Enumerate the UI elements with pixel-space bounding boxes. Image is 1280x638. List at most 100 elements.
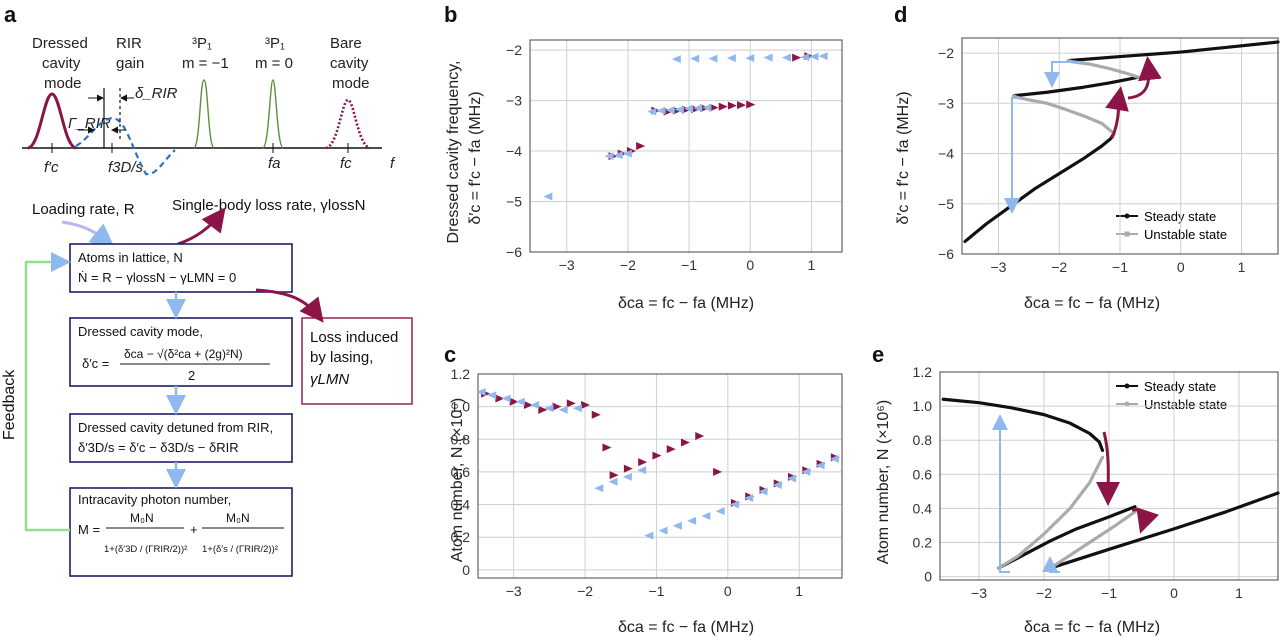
c-point — [558, 405, 568, 414]
c-point — [515, 397, 525, 406]
loss-arrow — [255, 288, 324, 323]
gamma-rir-label: Γ_RIR — [68, 115, 111, 132]
flow-chart: Loading rate, R Single-body loss rate, γ… — [1, 197, 413, 577]
e-jump-small-arrow — [1042, 556, 1060, 573]
dressed-mode-title: Dressed cavity mode, — [78, 324, 203, 339]
b-point — [543, 192, 553, 201]
b-ytick-label: −5 — [506, 194, 522, 210]
dressed-cavity-peak — [27, 92, 77, 150]
c-point — [501, 394, 511, 403]
e-xtick-label: −3 — [971, 585, 987, 601]
loading-rate-label: Loading rate, R — [32, 201, 135, 218]
p1m1-label-1: ³P₁ — [192, 35, 212, 52]
panel-c: c Atom number, N (×10⁶) δca = fc − fa (M… — [444, 342, 843, 636]
b-point — [718, 102, 728, 111]
d-jump-down-arrow — [1004, 97, 1022, 214]
b-point — [737, 101, 747, 110]
bare-label-3: mode — [332, 75, 370, 92]
p10-peak — [262, 79, 284, 149]
rir-label-2: gain — [116, 55, 144, 72]
b-point — [708, 54, 718, 63]
loss-line-1: Loss induced — [310, 329, 398, 346]
b-ylabel-1: Dressed cavity frequency, — [445, 61, 462, 244]
d-ytick-label: −5 — [938, 196, 954, 212]
c-point — [701, 511, 711, 520]
b-ylabel-2: δ′c = f′c − fa (MHz) — [467, 91, 484, 224]
photon-num-1: M₀N — [130, 511, 154, 525]
b-point — [647, 107, 657, 116]
e-legend: Steady state Unstable state — [1116, 379, 1227, 412]
c-ytick-label: 1.2 — [451, 366, 471, 382]
e-ytick-label: 0.4 — [913, 500, 933, 516]
d-plot-frame — [961, 37, 1279, 255]
b-xtick-label: 0 — [746, 257, 754, 273]
feedback-label: Feedback — [1, 369, 18, 440]
d-legend-steady: Steady state — [1144, 209, 1216, 224]
c-ytick-label: 0.8 — [451, 431, 471, 447]
b-point — [622, 149, 632, 158]
single-loss-arrow — [177, 207, 226, 246]
b-point — [800, 53, 810, 62]
d-xlabel: δca = fc − fa (MHz) — [1024, 295, 1160, 312]
dressed-label-3: mode — [44, 75, 82, 92]
loss-line-3: γLMN — [310, 371, 349, 388]
b-point — [727, 101, 737, 110]
e-xtick-label: 0 — [1170, 585, 1178, 601]
e-ytick-label: 0 — [924, 569, 932, 585]
b-ytick-label: −2 — [506, 42, 522, 58]
c-point — [566, 399, 576, 408]
e-xlabel: δca = fc − fa (MHz) — [1024, 619, 1160, 636]
dressed-label-1: Dressed — [32, 35, 88, 52]
dressed-label-2: cavity — [42, 55, 81, 72]
p10-label-2: m = 0 — [255, 55, 293, 72]
c-point — [638, 458, 648, 467]
d-legend: Steady state Unstable state — [1116, 209, 1227, 242]
c-xtick-label: −2 — [577, 583, 593, 599]
rir-label-1: RIR — [116, 35, 142, 52]
c-point — [530, 401, 540, 410]
b-xtick-label: −1 — [681, 257, 697, 273]
c-point — [523, 401, 533, 410]
photon-title: Intracavity photon number, — [78, 492, 231, 507]
panel-label-e: e — [872, 342, 884, 367]
c-point — [658, 526, 668, 535]
b-xtick-label: −3 — [559, 257, 575, 273]
delta-rir-label: δ_RIR — [135, 85, 178, 102]
c-point — [787, 474, 797, 483]
b-point — [763, 53, 773, 62]
photon-den-1: 1+(δ′3D / (ΓRIR/2))² — [104, 544, 187, 555]
c-xtick-label: 1 — [795, 583, 803, 599]
b-point — [613, 151, 623, 160]
b-ytick-label: −6 — [506, 244, 522, 260]
d-series-line — [1012, 75, 1140, 98]
c-point — [509, 397, 519, 406]
photon-num-2: M₀N — [226, 511, 250, 525]
panel-label-d: d — [894, 2, 907, 27]
e-series-line — [941, 397, 1105, 453]
c-point — [744, 494, 754, 503]
d-series-line — [963, 131, 1116, 244]
loss-box — [301, 317, 413, 405]
single-loss-label: Single-body loss rate, γlossN — [172, 197, 365, 214]
e-ytick-label: 1.2 — [913, 364, 933, 380]
panel-b: b Dressed cavity frequency, δ′c = f′c − … — [444, 2, 843, 312]
e-legend-unstable-dot — [1124, 401, 1130, 407]
e-xtick-label: 1 — [1235, 585, 1243, 601]
b-point — [745, 54, 755, 63]
d-ytick-label: −3 — [938, 95, 954, 111]
c-ytick-label: 0 — [462, 562, 470, 578]
c-point — [644, 531, 654, 540]
c-point — [609, 471, 619, 480]
panel-e: e Atom number, N (×10⁶) δca = fc − fa (M… — [872, 342, 1280, 636]
c-xtick-label: −3 — [506, 583, 522, 599]
c-point — [552, 402, 562, 411]
d-series-line — [1066, 40, 1280, 63]
e-ytick-label: 0.8 — [913, 432, 933, 448]
loss-line-2: by lasing, — [310, 349, 373, 366]
f3ds-label: f3D/s — [108, 159, 144, 176]
c-point — [637, 466, 647, 475]
d-series-line — [1066, 59, 1140, 79]
c-point — [713, 467, 723, 476]
c-point — [572, 404, 582, 413]
